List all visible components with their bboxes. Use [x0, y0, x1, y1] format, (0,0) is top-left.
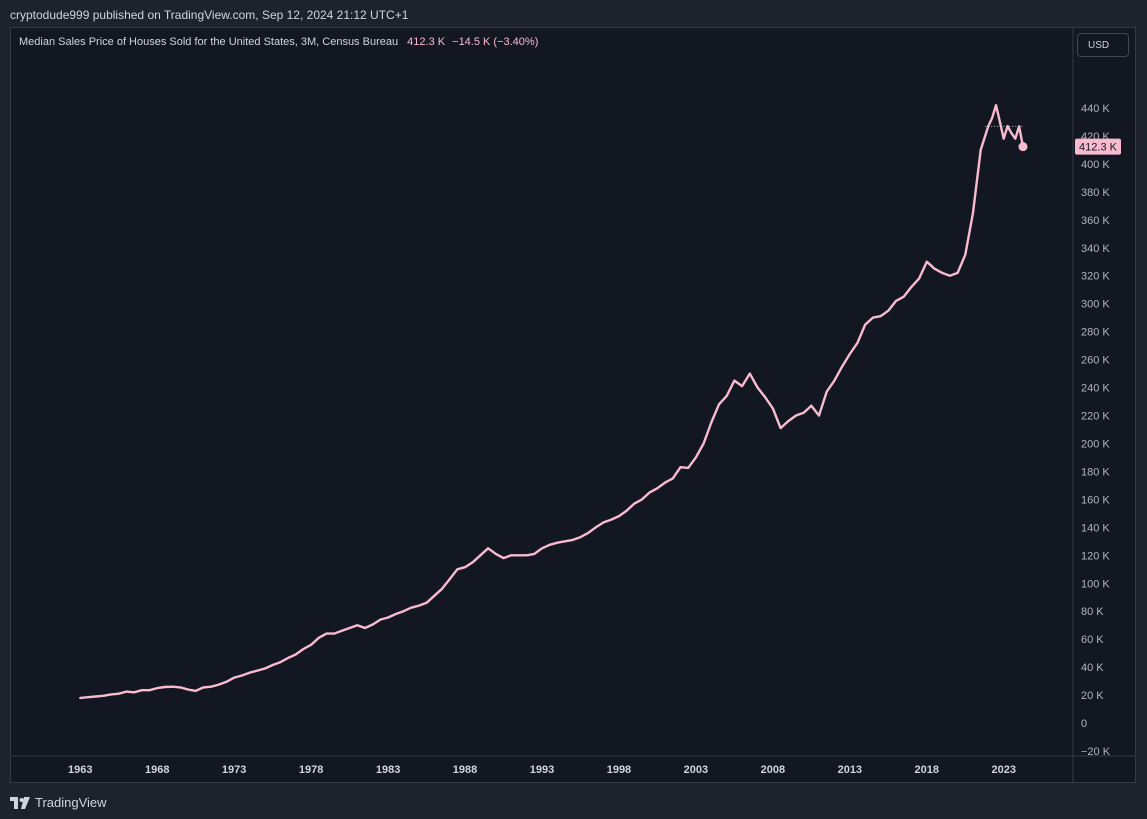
x-tick-label: 1998: [607, 764, 631, 776]
y-tick-label: 200 K: [1081, 438, 1110, 450]
price-chart[interactable]: −20 K 0 20 K 40 K 60 K 80 K 100 K 120 K 140 K 160…: [11, 28, 1135, 782]
x-tick-label: 2003: [684, 764, 708, 776]
legend-last-value: 412.3 K: [407, 36, 446, 48]
y-tick-label: −20 K: [1081, 746, 1111, 758]
y-tick-label: 180 K: [1081, 466, 1110, 478]
y-tick-label: 280 K: [1081, 327, 1110, 339]
y-tick-label: 40 K: [1081, 662, 1104, 674]
y-tick-label: 20 K: [1081, 690, 1104, 702]
x-tick-label: 1963: [68, 764, 92, 776]
last-price-label: 412.3 K: [1079, 142, 1118, 154]
tradingview-logo-icon: [10, 796, 30, 809]
last-price-badge: [1075, 138, 1121, 155]
y-tick-label: 240 K: [1081, 383, 1110, 395]
x-tick-label: 1988: [453, 764, 477, 776]
last-price-dot: [1018, 142, 1028, 152]
x-tick-label: 1973: [222, 764, 246, 776]
x-tick-label: 1983: [376, 764, 400, 776]
x-tick-label: 2008: [761, 764, 785, 776]
x-tick-label: 1978: [299, 764, 323, 776]
y-tick-label: 300 K: [1081, 299, 1110, 311]
y-tick-label: 260 K: [1081, 355, 1110, 367]
footer-brand-label: TradingView: [35, 795, 107, 810]
y-tick-label: 320 K: [1081, 271, 1110, 283]
x-tick-label: 2018: [915, 764, 939, 776]
y-tick-label: 60 K: [1081, 634, 1104, 646]
legend-change: −14.5 K (−3.40%): [452, 36, 539, 48]
y-tick-label: 100 K: [1081, 578, 1110, 590]
y-tick-label: 400 K: [1081, 159, 1110, 171]
currency-button[interactable]: USD: [1077, 33, 1129, 57]
x-tick-label: 2023: [991, 764, 1015, 776]
y-tick-label: 440 K: [1081, 103, 1110, 115]
x-tick-label: 1993: [530, 764, 554, 776]
chart-pane[interactable]: −20 K 0 20 K 40 K 60 K 80 K 100 K 120 K 140 K 160…: [10, 27, 1136, 783]
publisher-caption: cryptodude999 published on TradingView.c…: [10, 8, 409, 22]
price-series-line: [79, 103, 1025, 700]
legend-title: Median Sales Price of Houses Sold for th…: [19, 36, 399, 48]
y-tick-label: 120 K: [1081, 550, 1110, 562]
y-tick-label: 340 K: [1081, 243, 1110, 255]
y-tick-label: 160 K: [1081, 494, 1110, 506]
y-tick-label: 0: [1081, 718, 1087, 730]
x-tick-label: 1968: [145, 764, 169, 776]
y-tick-label: 140 K: [1081, 522, 1110, 534]
y-tick-label: 80 K: [1081, 606, 1104, 618]
footer-brand[interactable]: TradingView: [10, 795, 107, 810]
y-tick-label: 220 K: [1081, 411, 1110, 423]
y-tick-label: 380 K: [1081, 187, 1110, 199]
chart-legend: Median Sales Price of Houses Sold for th…: [19, 36, 538, 48]
y-tick-label: 360 K: [1081, 215, 1110, 227]
x-tick-label: 2013: [838, 764, 862, 776]
